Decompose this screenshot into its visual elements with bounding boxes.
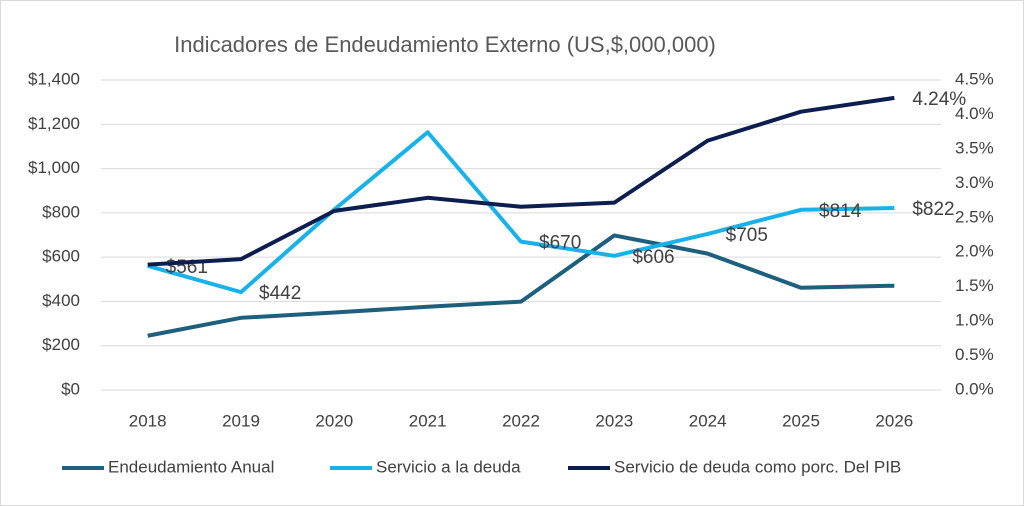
y-tick-label: $1,200 — [28, 114, 80, 133]
y-tick-label: $200 — [42, 335, 80, 354]
data-label: $442 — [259, 283, 301, 304]
y2-tick-label: 3.0% — [955, 173, 994, 192]
x-tick-label: 2024 — [689, 411, 727, 430]
y2-tick-label: 1.0% — [955, 311, 994, 330]
legend-label: Servicio de deuda como porc. Del PIB — [614, 457, 901, 476]
y2-tick-label: 3.5% — [955, 138, 994, 157]
data-label: $670 — [539, 233, 581, 254]
y-tick-label: $1,400 — [28, 69, 80, 88]
y-tick-label: $1,000 — [28, 158, 80, 177]
y-tick-label: $0 — [61, 379, 80, 398]
x-tick-label: 2023 — [595, 411, 633, 430]
y2-tick-label: 4.0% — [955, 104, 994, 123]
x-tick-label: 2026 — [875, 411, 913, 430]
chart-title: Indicadores de Endeudamiento Externo (US… — [174, 32, 716, 57]
data-label: $705 — [726, 225, 768, 246]
series-line — [147, 233, 895, 338]
y2-tick-label: 0.5% — [955, 345, 994, 364]
y2-tick-label: 0.0% — [955, 379, 994, 398]
data-label: $606 — [632, 247, 674, 268]
x-tick-label: 2018 — [129, 411, 167, 430]
series-line — [147, 95, 895, 267]
y2-tick-label: 1.5% — [955, 276, 994, 295]
y-tick-label: $600 — [42, 247, 80, 266]
data-label: $814 — [819, 201, 862, 222]
y-tick-label: $400 — [42, 291, 80, 310]
y-tick-label: $800 — [42, 202, 80, 221]
data-label: 4.24% — [912, 89, 966, 110]
x-tick-label: 2019 — [222, 411, 260, 430]
x-tick-label: 2025 — [782, 411, 820, 430]
x-tick-label: 2022 — [502, 411, 540, 430]
legend-label: Servicio a la deuda — [376, 457, 521, 476]
y2-tick-label: 2.0% — [955, 242, 994, 261]
series-line — [147, 130, 895, 295]
y2-tick-label: 4.5% — [955, 69, 994, 88]
x-tick-label: 2021 — [409, 411, 447, 430]
data-label: $822 — [912, 199, 954, 220]
y2-tick-label: 2.5% — [955, 207, 994, 226]
legend-label: Endeudamiento Anual — [108, 457, 274, 476]
x-tick-label: 2020 — [315, 411, 353, 430]
